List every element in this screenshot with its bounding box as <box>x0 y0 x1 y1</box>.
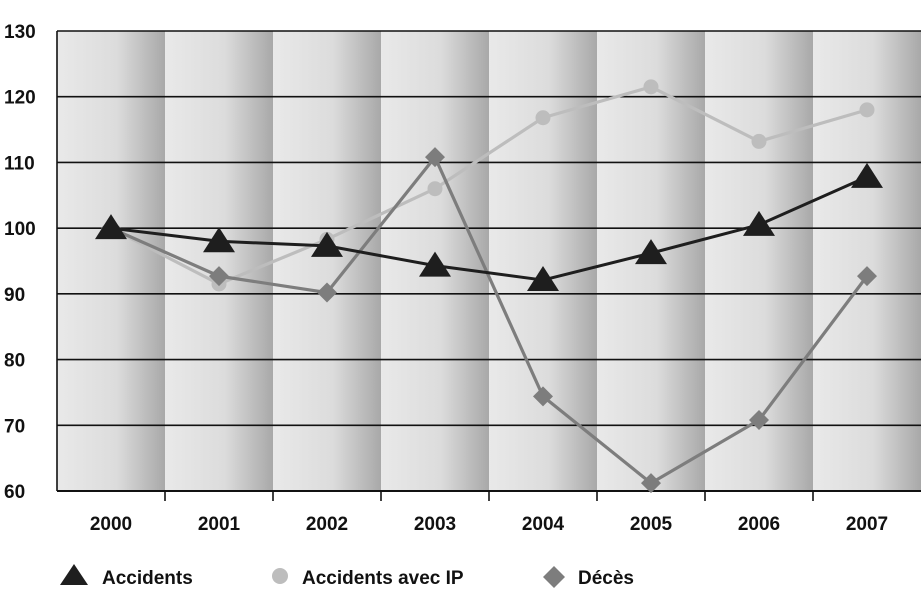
background-band <box>489 31 598 491</box>
data-point-diamond <box>425 147 445 168</box>
series-line <box>110 175 868 282</box>
data-point-diamond <box>857 266 877 287</box>
data-point-triangle <box>203 227 235 253</box>
data-point-circle <box>751 133 767 149</box>
y-tick-label: 120 <box>4 88 36 109</box>
y-tick-label: 60 <box>4 482 25 503</box>
data-point-diamond <box>749 410 769 431</box>
legend-triangle-icon <box>60 564 88 585</box>
data-point-circle <box>535 110 551 126</box>
x-tick-labels: 2000 2001 2002 2003 2004 2005 2006 2007 <box>90 514 888 535</box>
legend-item: Décès <box>543 566 634 589</box>
data-point-triangle <box>743 210 775 236</box>
x-tick-label: 2004 <box>522 514 565 535</box>
data-point-triangle <box>311 231 343 257</box>
legend-circle-icon <box>272 568 288 584</box>
data-point-circle <box>643 79 659 95</box>
x-tick-label: 2007 <box>846 514 888 535</box>
data-point-diamond <box>317 282 337 303</box>
data-point-triangle <box>95 214 127 240</box>
data-point-triangle <box>527 266 559 292</box>
x-tick-label: 2003 <box>414 514 456 535</box>
y-tick-label: 110 <box>4 153 35 174</box>
y-tick-label: 100 <box>4 219 36 240</box>
data-point-triangle <box>851 162 883 188</box>
data-point-triangle <box>635 239 667 265</box>
series-line <box>110 155 869 485</box>
y-tick-labels: 60 70 80 90 100 110 120 130 <box>4 22 36 503</box>
x-tick-label: 2006 <box>738 514 780 535</box>
legend: Accidents Accidents avec IP Décès <box>60 564 634 589</box>
y-tick-label: 80 <box>4 351 25 372</box>
axes <box>56 31 921 501</box>
background-band <box>813 31 921 491</box>
y-tick-label: 70 <box>4 416 25 437</box>
legend-item: Accidents <box>60 564 193 589</box>
x-tick-label: 2000 <box>90 514 132 535</box>
data-point-triangle <box>419 251 451 277</box>
legend-label: Accidents avec IP <box>302 568 464 589</box>
gridlines <box>57 30 921 427</box>
legend-label: Accidents <box>102 568 193 589</box>
background-band <box>273 31 382 491</box>
x-tick-label: 2005 <box>630 514 673 535</box>
data-point-diamond <box>641 473 661 494</box>
legend-diamond-icon <box>543 566 565 588</box>
legend-label: Décès <box>578 568 634 589</box>
data-point-circle <box>427 181 443 197</box>
y-tick-label: 130 <box>4 22 36 43</box>
background-band <box>57 31 166 491</box>
x-tick-label: 2002 <box>306 514 348 535</box>
data-point-circle <box>859 102 875 118</box>
plot-background-bands <box>57 31 921 491</box>
series-triangle <box>95 162 883 292</box>
series-line <box>110 85 868 286</box>
legend-item: Accidents avec IP <box>272 568 464 589</box>
data-point-diamond <box>533 386 553 407</box>
data-series <box>95 79 883 494</box>
y-tick-label: 90 <box>4 285 25 306</box>
x-tick-label: 2001 <box>198 514 241 535</box>
data-point-diamond <box>209 266 229 287</box>
